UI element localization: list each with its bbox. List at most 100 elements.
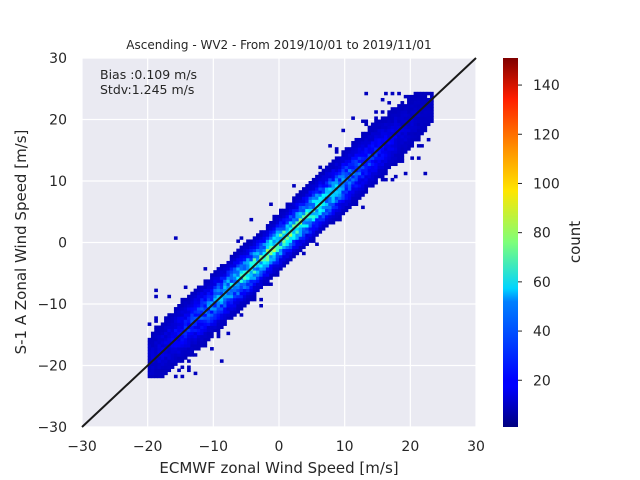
density-cell (380, 147, 385, 151)
density-cell (206, 282, 211, 286)
density-cell (219, 313, 224, 317)
density-cell (160, 353, 165, 357)
density-cell (420, 97, 424, 102)
density-cell (180, 356, 185, 360)
density-cell (407, 144, 411, 148)
density-cell (390, 147, 395, 151)
density-cell (311, 184, 316, 188)
density-cell (210, 328, 214, 333)
density-cell (259, 242, 263, 246)
density-cell (321, 217, 326, 222)
density-cell (393, 128, 398, 133)
density-cell (279, 230, 283, 234)
density-cell (246, 264, 250, 268)
density-cell (256, 236, 260, 240)
density-cell (223, 307, 227, 311)
density-cell (239, 282, 244, 286)
density-cell (390, 156, 395, 160)
density-cell (269, 227, 273, 231)
density-cell (364, 162, 369, 167)
density-cell (196, 304, 201, 308)
density-cell (387, 110, 392, 114)
density-cell (246, 254, 250, 259)
density-cell (160, 343, 165, 348)
density-cell (301, 245, 306, 250)
density-cell (357, 150, 362, 154)
density-cell (180, 307, 185, 311)
density-cell (400, 134, 405, 139)
density-cell (416, 107, 421, 111)
density-cell (288, 254, 293, 259)
density-cell (347, 168, 352, 173)
density-cell (324, 224, 329, 228)
density-cell (344, 159, 349, 163)
density-cell (206, 316, 211, 320)
density-cell (318, 224, 323, 228)
density-cell (285, 217, 290, 222)
density-cell (393, 107, 398, 111)
density-cell (203, 307, 208, 311)
density-cell (311, 230, 316, 234)
density-cell (275, 230, 280, 234)
density-cell (183, 310, 188, 314)
density-cell (170, 325, 175, 329)
density-cell (180, 347, 185, 351)
density-cell (154, 340, 158, 345)
density-cell (292, 205, 296, 210)
density-cell (364, 177, 369, 182)
density-cell (262, 273, 267, 277)
density-cell (301, 202, 306, 206)
density-cell (308, 199, 313, 203)
density-cell (298, 205, 303, 210)
density-cell (246, 285, 250, 290)
density-cell (305, 242, 309, 246)
density-cell (347, 150, 352, 154)
density-cell (259, 264, 263, 268)
density-cell (407, 110, 411, 114)
colorbar-tick-label: 60 (533, 275, 551, 291)
density-cell (377, 150, 382, 154)
density-cell (377, 128, 382, 133)
density-cell (338, 159, 342, 163)
density-cell (410, 94, 415, 99)
density-cell (298, 196, 303, 200)
density-cell (390, 110, 395, 114)
density-cell (334, 199, 339, 203)
density-cell (334, 147, 339, 151)
density-cell (377, 134, 382, 139)
density-cell (354, 199, 359, 203)
density-cell (328, 171, 332, 176)
density-cell (259, 304, 263, 308)
density-cell (410, 144, 415, 148)
density-cell (397, 153, 401, 157)
density-cell (292, 254, 296, 259)
density-cell (157, 340, 162, 345)
density-cell (420, 110, 424, 114)
density-cell (400, 141, 405, 145)
density-cell (226, 316, 231, 320)
density-cell (416, 91, 421, 96)
density-cell (393, 122, 398, 127)
density-cell (318, 199, 323, 203)
y-tick-label: 20 (49, 113, 67, 129)
density-cell (229, 288, 234, 293)
density-cell (203, 331, 208, 336)
density-cell (420, 125, 424, 130)
density-cell (275, 224, 280, 228)
density-cell (272, 227, 277, 231)
density-cell (347, 156, 352, 160)
density-cell (380, 119, 385, 123)
density-cell (361, 193, 365, 197)
density-cell (341, 202, 346, 206)
density-cell (341, 196, 346, 200)
density-cell (170, 343, 175, 348)
density-cell (324, 177, 329, 182)
density-cell (219, 282, 224, 286)
density-cell (390, 131, 395, 136)
chart-title: Ascending - WV2 - From 2019/10/01 to 201… (126, 38, 431, 52)
density-cell (331, 159, 336, 163)
density-cell (370, 156, 375, 160)
density-cell (154, 359, 158, 363)
density-cell (361, 141, 365, 145)
density-cell (160, 337, 165, 342)
